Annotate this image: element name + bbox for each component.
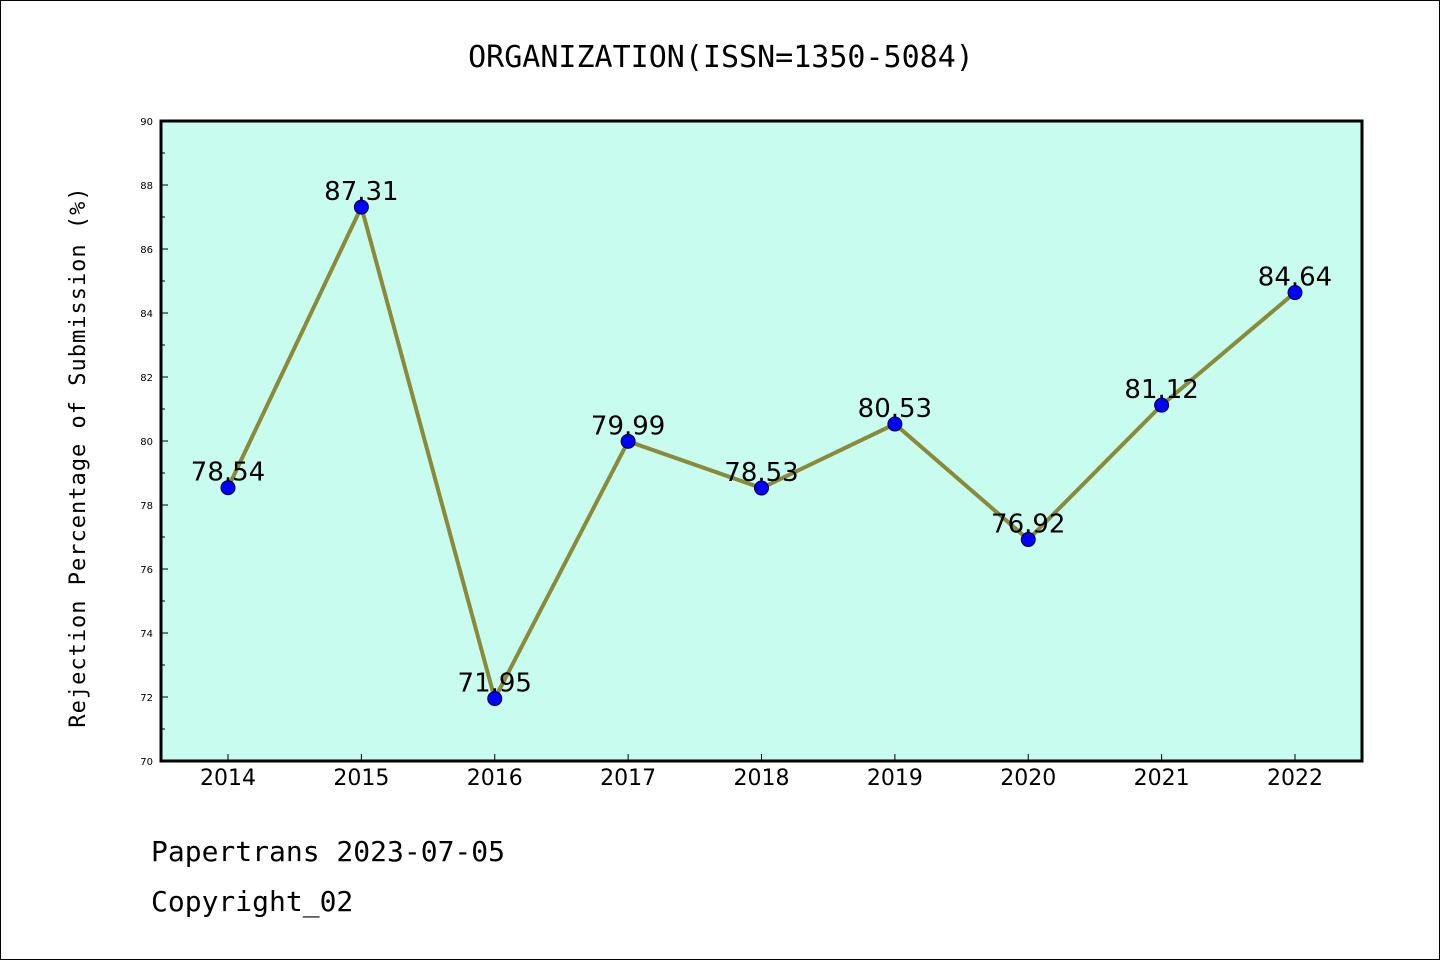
y-tick-label: 78 (140, 501, 153, 512)
data-point-marker (353, 199, 369, 215)
data-point-marker (1287, 285, 1303, 301)
y-axis-ticks: 70 72 74 76 78 80 82 84 86 88 90 (140, 117, 168, 768)
data-label: 76.92 (991, 510, 1065, 540)
data-point-marker (887, 416, 903, 432)
data-point-marker (754, 480, 769, 496)
x-tick-label: 2014 (200, 766, 256, 791)
data-labels: 78.54 87.31 71.95 79.99 78.53 80.53 76.92 81.12… (191, 177, 1332, 699)
y-tick-label: 86 (140, 245, 153, 256)
data-point-marker (1154, 397, 1170, 413)
footer-date-text: Papertrans 2023-07-05 (151, 835, 506, 868)
x-tick-label: 2017 (600, 766, 656, 791)
plot-frame (159, 119, 1364, 763)
x-tick-label: 2022 (1267, 766, 1323, 791)
data-label: 84.64 (1258, 263, 1332, 293)
y-axis-label: Rejection Percentage of Submission (%) (66, 186, 91, 727)
data-label: 78.54 (191, 458, 265, 488)
y-tick-label: 90 (140, 117, 153, 128)
data-point-marker (220, 480, 236, 496)
y-tick-label: 80 (140, 437, 153, 448)
y-tick-label: 70 (140, 757, 153, 768)
data-markers (220, 199, 1303, 707)
chart-title: ORGANIZATION(ISSN=1350-5084) (468, 40, 974, 75)
x-tick-label: 2015 (333, 766, 389, 791)
data-label: 71.95 (458, 669, 532, 699)
footer-copyright-text: Copyright_02 (151, 885, 354, 918)
data-label: 87.31 (324, 177, 398, 207)
x-axis-ticks: 2014 2015 2016 2017 2018 2019 2020 2021 2022 (200, 754, 1323, 791)
y-tick-label: 76 (140, 565, 153, 576)
data-label: 81.12 (1124, 375, 1198, 405)
y-tick-label: 82 (140, 373, 153, 384)
y-tick-label: 72 (140, 693, 153, 704)
y-tick-label: 74 (140, 629, 153, 640)
x-tick-label: 2020 (1000, 766, 1056, 791)
x-tick-label: 2016 (467, 766, 523, 791)
x-tick-label: 2021 (1134, 766, 1190, 791)
data-label: 80.53 (858, 394, 932, 424)
data-label: 79.99 (591, 411, 665, 441)
x-tick-label: 2019 (867, 766, 923, 791)
x-tick-label: 2018 (734, 766, 790, 791)
data-label: 78.53 (724, 458, 798, 488)
data-point-marker (620, 433, 636, 449)
data-point-marker (1020, 532, 1036, 548)
data-point-marker (487, 691, 503, 707)
plot-area (161, 121, 1362, 761)
y-tick-label: 88 (140, 181, 153, 192)
y-tick-label: 84 (140, 309, 153, 320)
